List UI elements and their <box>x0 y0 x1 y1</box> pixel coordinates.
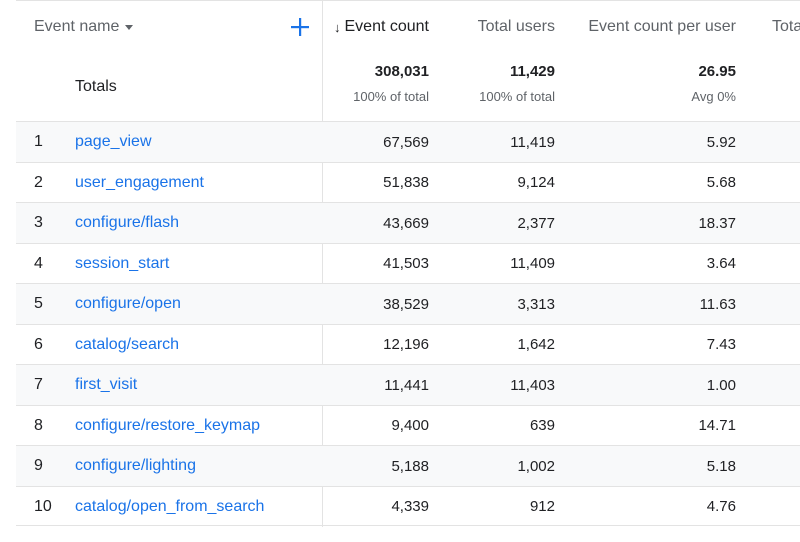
total-users-cell: 11,409 <box>510 255 555 272</box>
total-users-cell: 3,313 <box>517 295 555 313</box>
total-users-header-label: Total users <box>477 18 555 35</box>
event-name-header-label: Event name <box>34 18 120 35</box>
row-index: 3 <box>34 214 43 231</box>
total-users-cell: 639 <box>529 417 555 434</box>
event-count-per-user-cell: 5.18 <box>706 457 736 475</box>
table-row: 3 configure/flash 43,669 2,377 18.37 <box>16 202 800 243</box>
table-row: 7 first_visit 11,441 11,403 1.00 <box>16 364 800 405</box>
totals-event-count: 308,031 100% of total <box>326 52 429 121</box>
row-index: 7 <box>34 376 43 393</box>
row-index: 9 <box>34 457 43 474</box>
table-row: 2 user_engagement 51,838 9,124 5.68 <box>16 161 800 203</box>
event-name-link[interactable]: configure/flash <box>75 214 180 231</box>
event-count-cell: 41,503 <box>383 255 429 272</box>
event-count-column-header[interactable]: ↓ Event count <box>332 1 429 53</box>
event-count-per-user-cell: 1.00 <box>706 376 736 394</box>
table-row: 4 session_start 41,503 11,409 3.64 <box>16 242 800 284</box>
event-count-cell: 5,188 <box>391 457 429 475</box>
totals-ecpu-value: 26.95 <box>698 63 736 80</box>
event-count-per-user-cell: 3.64 <box>706 255 736 272</box>
event-count-cell: 9,400 <box>391 417 429 434</box>
event-count-cell: 4,339 <box>391 498 429 515</box>
totals-event-count-value: 308,031 <box>374 63 429 80</box>
totals-total-users: 11,429 100% of total <box>456 52 555 121</box>
totals-event-count-per-user: 26.95 Avg 0% <box>636 52 736 121</box>
event-count-cell: 11,441 <box>384 376 429 394</box>
truncated-column-header-label: Tota <box>772 18 800 35</box>
event-count-per-user-column-header[interactable]: Event count per user <box>555 1 736 53</box>
total-users-cell: 11,403 <box>510 376 555 394</box>
table-row: 1 page_view 67,569 11,419 5.92 <box>16 121 800 162</box>
totals-total-users-percent: 100% of total <box>479 89 555 104</box>
caret-down-icon <box>125 24 134 30</box>
total-users-cell: 1,002 <box>517 457 555 475</box>
table-row: 6 catalog/search 12,196 1,642 7.43 <box>16 323 800 365</box>
event-count-header-label: Event count <box>344 18 430 35</box>
event-name-link[interactable]: configure/open <box>75 295 181 312</box>
row-index: 4 <box>34 254 43 272</box>
total-users-cell: 9,124 <box>517 174 555 191</box>
totals-total-users-value: 11,429 <box>509 63 555 80</box>
event-count-per-user-cell: 18.37 <box>698 214 736 232</box>
row-index: 6 <box>34 335 43 353</box>
row-index: 2 <box>34 173 43 191</box>
event-count-cell: 12,196 <box>383 336 429 353</box>
arrow-down-icon: ↓ <box>334 19 341 35</box>
event-count-per-user-cell: 4.76 <box>706 498 736 515</box>
totals-ecpu-avg: Avg 0% <box>691 89 736 104</box>
total-users-cell: 11,419 <box>510 133 555 151</box>
event-count-per-user-cell: 5.68 <box>706 174 736 191</box>
row-index: 8 <box>34 416 43 434</box>
row-index: 10 <box>34 497 52 515</box>
table-header: Event name ↓ Event count Total users Eve… <box>16 0 800 53</box>
event-count-per-user-header-label: Event count per user <box>588 18 736 35</box>
event-name-link[interactable]: user_engagement <box>75 173 204 191</box>
table-row: 9 configure/lighting 5,188 1,002 5.18 <box>16 445 800 486</box>
totals-event-count-percent: 100% of total <box>353 89 429 104</box>
event-name-link[interactable]: session_start <box>75 254 170 272</box>
table-body: 1 page_view 67,569 11,419 5.92 2 user_en… <box>16 121 800 526</box>
event-count-per-user-cell: 11.63 <box>699 295 736 313</box>
event-name-dimension-dropdown[interactable]: Event name <box>34 1 134 53</box>
table-row: 10 catalog/open_from_search 4,339 912 4.… <box>16 485 800 526</box>
total-revenue-column-header[interactable]: Tota <box>772 1 800 53</box>
table-row: 5 configure/open 38,529 3,313 11.63 <box>16 283 800 324</box>
event-name-link[interactable]: catalog/open_from_search <box>75 497 265 515</box>
event-count-cell: 67,569 <box>383 133 429 151</box>
event-name-link[interactable]: catalog/search <box>75 335 180 353</box>
total-users-cell: 912 <box>529 498 555 515</box>
event-count-per-user-cell: 5.92 <box>706 133 736 151</box>
totals-row: Totals 308,031 100% of total 11,429 100%… <box>16 52 800 121</box>
row-index: 1 <box>34 133 43 150</box>
event-count-cell: 38,529 <box>383 295 429 313</box>
total-users-column-header[interactable]: Total users <box>429 1 555 53</box>
totals-label: Totals <box>75 77 117 95</box>
event-count-per-user-cell: 14.71 <box>698 417 736 434</box>
event-name-link[interactable]: configure/lighting <box>75 457 196 474</box>
table-row: 8 configure/restore_keymap 9,400 639 14.… <box>16 404 800 446</box>
event-name-link[interactable]: page_view <box>75 133 152 150</box>
total-users-cell: 1,642 <box>517 336 555 353</box>
event-count-cell: 43,669 <box>383 214 429 232</box>
event-name-link[interactable]: first_visit <box>75 376 138 393</box>
event-count-per-user-cell: 7.43 <box>706 336 736 353</box>
event-count-cell: 51,838 <box>383 174 429 191</box>
total-users-cell: 2,377 <box>517 214 555 232</box>
column-divider <box>322 0 323 527</box>
row-index: 5 <box>34 295 43 312</box>
plus-icon[interactable] <box>288 15 312 39</box>
event-name-link[interactable]: configure/restore_keymap <box>75 416 260 434</box>
